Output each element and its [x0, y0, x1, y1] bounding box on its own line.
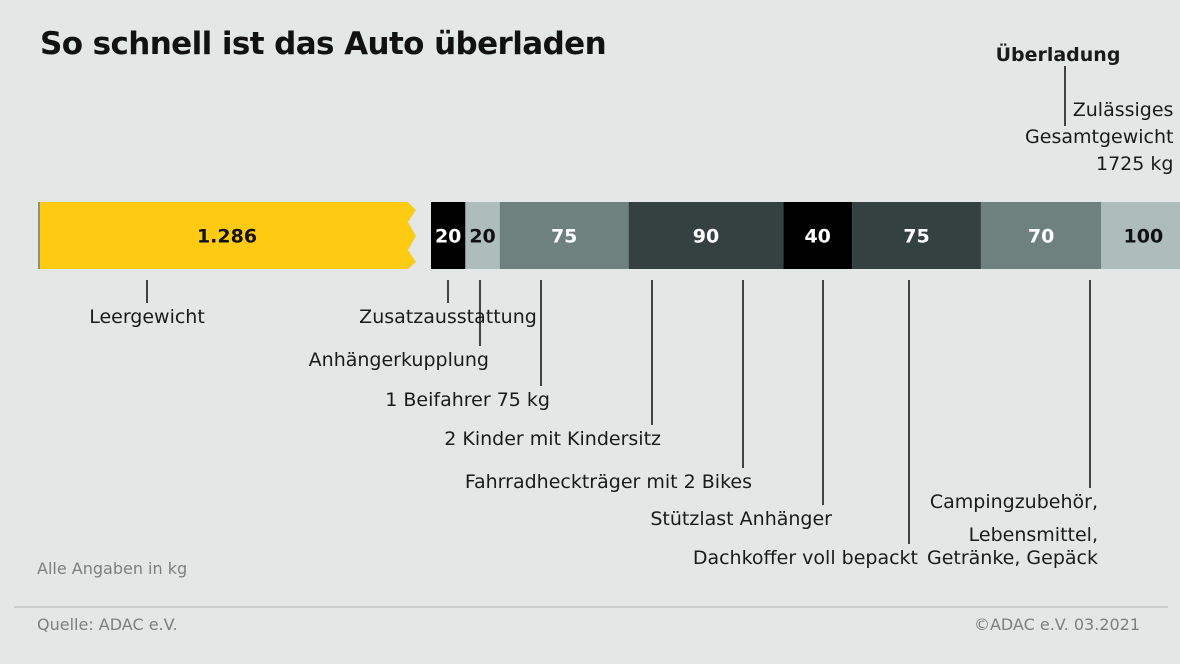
bar-left-edge	[38, 202, 40, 269]
bar-segment-7	[980, 202, 1102, 269]
value-label-2: 20	[469, 226, 495, 248]
unit-note: Alle Angaben in kg	[37, 559, 188, 578]
bar-segment-leergewicht	[38, 202, 416, 269]
chart-title: So schnell ist das Auto überladen	[40, 26, 607, 62]
bar-segment-2	[465, 202, 500, 269]
bar-segment-8	[1101, 202, 1180, 269]
source-note: Quelle: ADAC e.V.	[37, 615, 178, 634]
bar-segment-5	[783, 202, 853, 269]
category-label-7: Dachkoffer voll bepackt	[693, 547, 918, 569]
limit-label-line-3: 1725 kg	[1096, 153, 1173, 175]
limit-label-line-1: Zulässiges	[1073, 99, 1174, 121]
value-label-6: 75	[903, 226, 929, 248]
value-label-5: 40	[804, 226, 830, 248]
value-label-7: 70	[1028, 226, 1054, 248]
category-label-8-1: Campingzubehör,	[930, 491, 1098, 513]
value-label-3: 75	[551, 226, 577, 248]
bar-segment-3	[499, 202, 629, 269]
category-label-8-3: Getränke, Gepäck	[927, 547, 1098, 569]
category-label-3: 1 Beifahrer 75 kg	[385, 389, 550, 411]
copyright-note: ©ADAC e.V. 03.2021	[973, 615, 1140, 634]
bar-segment-1	[431, 202, 466, 269]
category-label-4: 2 Kinder mit Kindersitz	[444, 428, 661, 450]
category-label-2: Anhängerkupplung	[309, 349, 489, 371]
bar-segment-4	[628, 202, 784, 269]
category-label-5: Fahrradheckträger mit 2 Bikes	[465, 471, 752, 493]
category-label-8-2: Lebensmittel,	[969, 524, 1098, 546]
category-label-1: Zusatzausstattung	[359, 306, 537, 328]
category-label-0: Leergewicht	[89, 306, 205, 328]
value-label-8: 100	[1124, 226, 1164, 248]
value-label-1: 20	[435, 226, 461, 248]
value-label-4: 90	[693, 226, 719, 248]
limit-label-line-2: Gesamtgewicht	[1025, 126, 1173, 148]
category-label-6: Stützlast Anhänger	[650, 508, 832, 530]
overload-label: Überladung	[996, 42, 1121, 66]
footer-divider	[14, 606, 1168, 608]
stacked-weight-chart: 1.2862020759040757010051ÜberladungZuläss…	[38, 42, 1180, 569]
value-label-leergewicht: 1.286	[197, 226, 257, 248]
bar-segment-6	[852, 202, 981, 269]
